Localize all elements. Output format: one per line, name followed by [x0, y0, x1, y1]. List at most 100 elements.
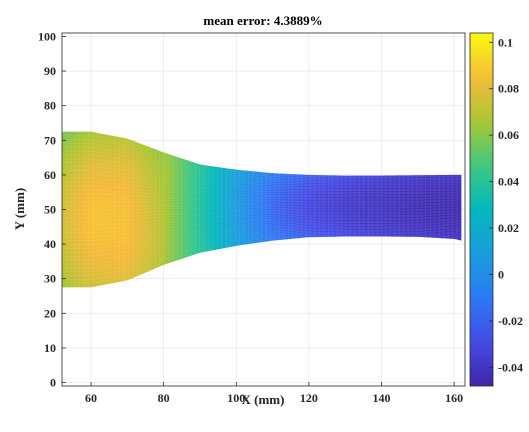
field-cell [250, 234, 256, 238]
field-cell [385, 179, 390, 182]
field-cell [399, 211, 404, 214]
field-cell [83, 272, 89, 278]
field-cell [374, 213, 379, 217]
field-cell [178, 187, 183, 191]
field-cell [352, 215, 357, 218]
field-cell [87, 255, 92, 260]
field-cell [345, 191, 350, 194]
field-cell [392, 187, 397, 190]
field-cell [174, 194, 179, 198]
field-cell [439, 204, 444, 208]
field-cell [348, 191, 354, 194]
field-cell [417, 214, 423, 217]
field-cell [254, 224, 259, 228]
field-cell [316, 174, 321, 177]
field-cell [432, 213, 437, 216]
field-cell [156, 155, 161, 159]
field-cell [214, 241, 219, 245]
field-cell [410, 211, 415, 214]
field-cell [337, 198, 343, 201]
field-cell [189, 197, 194, 201]
field-cell [279, 210, 285, 214]
field-cell [381, 186, 386, 189]
field-cell [203, 168, 208, 172]
field-cell [196, 240, 201, 244]
field-cell [276, 229, 281, 232]
field-cell [443, 214, 448, 218]
field-cell [276, 221, 281, 224]
field-cell [152, 227, 157, 232]
field-cell [272, 197, 277, 200]
field-cell [399, 222, 404, 225]
field-cell [385, 189, 390, 192]
field-cell [189, 231, 194, 235]
field-cell [406, 179, 412, 182]
field-cell [446, 196, 452, 199]
field-cell [443, 207, 448, 210]
field-cell [352, 200, 357, 203]
field-cell [417, 187, 423, 190]
field-cell [294, 178, 299, 181]
field-cell [192, 179, 197, 182]
field-cell [105, 232, 110, 238]
field-cell [210, 181, 216, 184]
field-cell [203, 219, 208, 223]
field-cell [265, 181, 270, 184]
field-cell [312, 207, 317, 210]
field-cell [185, 219, 190, 223]
field-cell [417, 230, 423, 234]
field-cell [254, 211, 259, 215]
field-cell [268, 192, 274, 195]
field-cell [62, 180, 67, 186]
field-cell [330, 230, 335, 233]
field-cell [276, 218, 281, 221]
field-cell [366, 225, 372, 228]
field-cell [381, 219, 386, 222]
field-cell [232, 226, 237, 230]
field-cell [72, 141, 78, 147]
field-cell [112, 135, 118, 140]
field-cell [236, 197, 241, 200]
field-cell [290, 197, 295, 200]
field-cell [120, 228, 125, 233]
field-cell [272, 221, 277, 225]
field-cell [297, 179, 303, 183]
field-cell [334, 209, 339, 213]
field-cell [410, 202, 415, 206]
field-cell [178, 222, 183, 226]
field-cell [239, 195, 245, 198]
field-cell [287, 226, 292, 230]
field-cell [160, 244, 165, 248]
field-cell [403, 202, 408, 206]
field-cell [192, 195, 197, 199]
field-cell [287, 206, 292, 209]
field-cell [352, 226, 357, 229]
field-cell [327, 225, 332, 228]
field-cell [181, 183, 187, 187]
field-cell [352, 207, 357, 210]
field-cell [229, 218, 234, 221]
field-cell [341, 223, 346, 226]
field-cell [160, 234, 165, 238]
field-cell [363, 204, 368, 207]
field-cell [101, 167, 107, 173]
field-cell [297, 201, 303, 204]
field-cell [98, 233, 103, 238]
field-cell [279, 203, 285, 206]
field-cell [91, 269, 96, 274]
field-cell [432, 194, 437, 197]
field-cell [312, 216, 317, 220]
field-cell [94, 188, 99, 193]
field-cell [120, 209, 125, 214]
field-cell [435, 207, 441, 210]
field-cell [258, 237, 263, 240]
field-cell [181, 219, 187, 223]
field-cell [377, 234, 383, 237]
field-cell [83, 212, 89, 217]
field-cell [145, 268, 150, 273]
field-cell [308, 214, 314, 217]
field-cell [156, 152, 161, 157]
field-cell [363, 202, 368, 206]
field-cell [385, 211, 390, 214]
field-cell [399, 223, 404, 226]
